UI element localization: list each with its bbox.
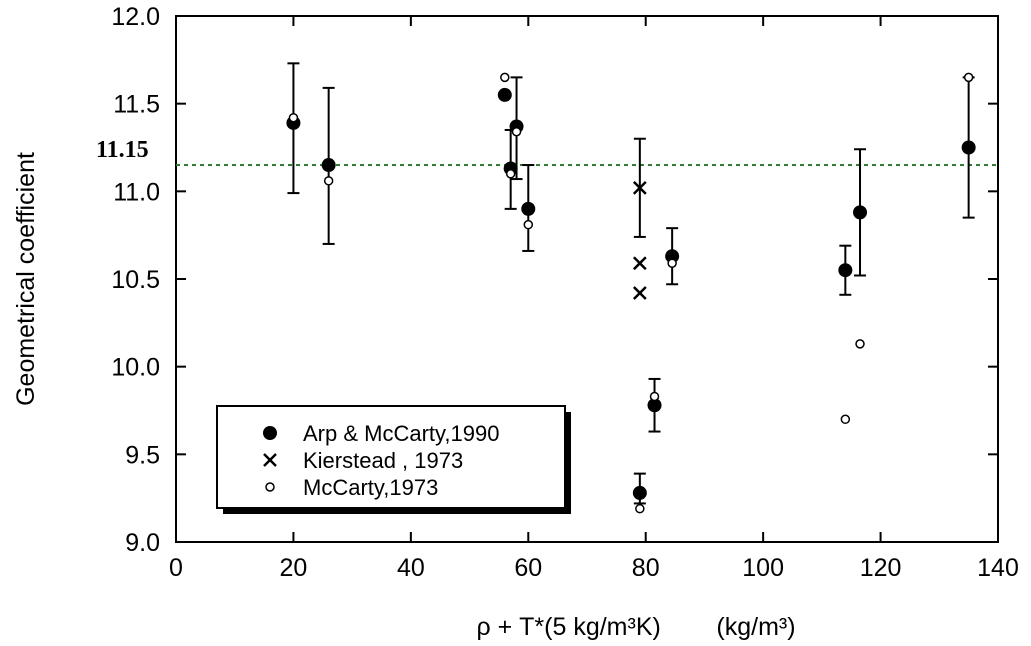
point-s2-3 — [505, 169, 516, 179]
point-s0-10 — [853, 205, 868, 220]
point-s0-5 — [521, 201, 536, 216]
point-s2-11 — [963, 72, 974, 83]
x-tick-label-6: 120 — [860, 554, 902, 582]
y-axis-title: Geometrical coefficient — [12, 152, 40, 406]
point-s2-6 — [667, 258, 677, 268]
point-s0-11 — [961, 140, 976, 155]
reference-line-label: 11.15 — [96, 137, 149, 163]
point-s0-1 — [321, 158, 336, 173]
point-s2-2 — [500, 72, 510, 83]
point-s2-10 — [855, 339, 865, 349]
point-s2-4 — [511, 126, 522, 137]
point-s1-0 — [632, 180, 647, 195]
ticks — [175, 15, 999, 543]
point-s0-9 — [838, 263, 853, 278]
point-s1-1 — [632, 256, 647, 271]
point-s2-7 — [635, 503, 645, 514]
y-tick-label-5: 11.5 — [113, 91, 160, 119]
point-s0-6 — [665, 249, 680, 264]
x-tick-label-1: 20 — [280, 554, 308, 582]
legend-marker-0 — [263, 426, 277, 440]
y-tick-label-6: 12.0 — [111, 3, 160, 31]
x-axis-title: ρ + T*(5 kg/m³K) (kg/m³) — [476, 613, 795, 641]
y-tick-label-4: 11.0 — [113, 178, 160, 206]
y-tick-label-2: 10.0 — [111, 354, 160, 382]
x-tick-label-7: 140 — [977, 554, 1019, 582]
x-tick-label-2: 40 — [397, 554, 425, 582]
point-s2-9 — [840, 414, 851, 425]
point-s2-5 — [523, 219, 534, 230]
y-tick-label-3: 10.5 — [111, 266, 160, 294]
legend-marker-1 — [263, 453, 277, 467]
point-s1-2 — [632, 286, 647, 300]
x-tick-label-4: 80 — [632, 554, 660, 582]
point-s2-8 — [649, 391, 660, 402]
data-markers — [286, 72, 976, 514]
legend-label-0: Arp & McCarty,1990 — [303, 421, 499, 446]
y-tick-label-0: 9.0 — [125, 529, 160, 557]
legend-box — [216, 405, 566, 509]
x-tick-label-0: 0 — [169, 554, 183, 582]
x-tick-label-3: 60 — [514, 554, 542, 582]
point-s0-8 — [647, 398, 662, 413]
point-s2-0 — [288, 112, 299, 123]
y-tick-label-1: 9.5 — [125, 441, 160, 469]
legend-label-2: McCarty,1973 — [303, 475, 438, 500]
point-s0-2 — [497, 87, 512, 102]
x-tick-label-5: 100 — [742, 554, 784, 582]
legend-label-1: Kierstead , 1973 — [303, 448, 463, 473]
point-s2-1 — [323, 176, 334, 186]
legend-marker-2 — [265, 482, 275, 492]
point-s0-7 — [632, 485, 647, 500]
tick-labels: 0 20 40 60 80 100 120 140 9.0 9.5 10.0 10.5 11.0 11.5… — [111, 3, 1019, 582]
